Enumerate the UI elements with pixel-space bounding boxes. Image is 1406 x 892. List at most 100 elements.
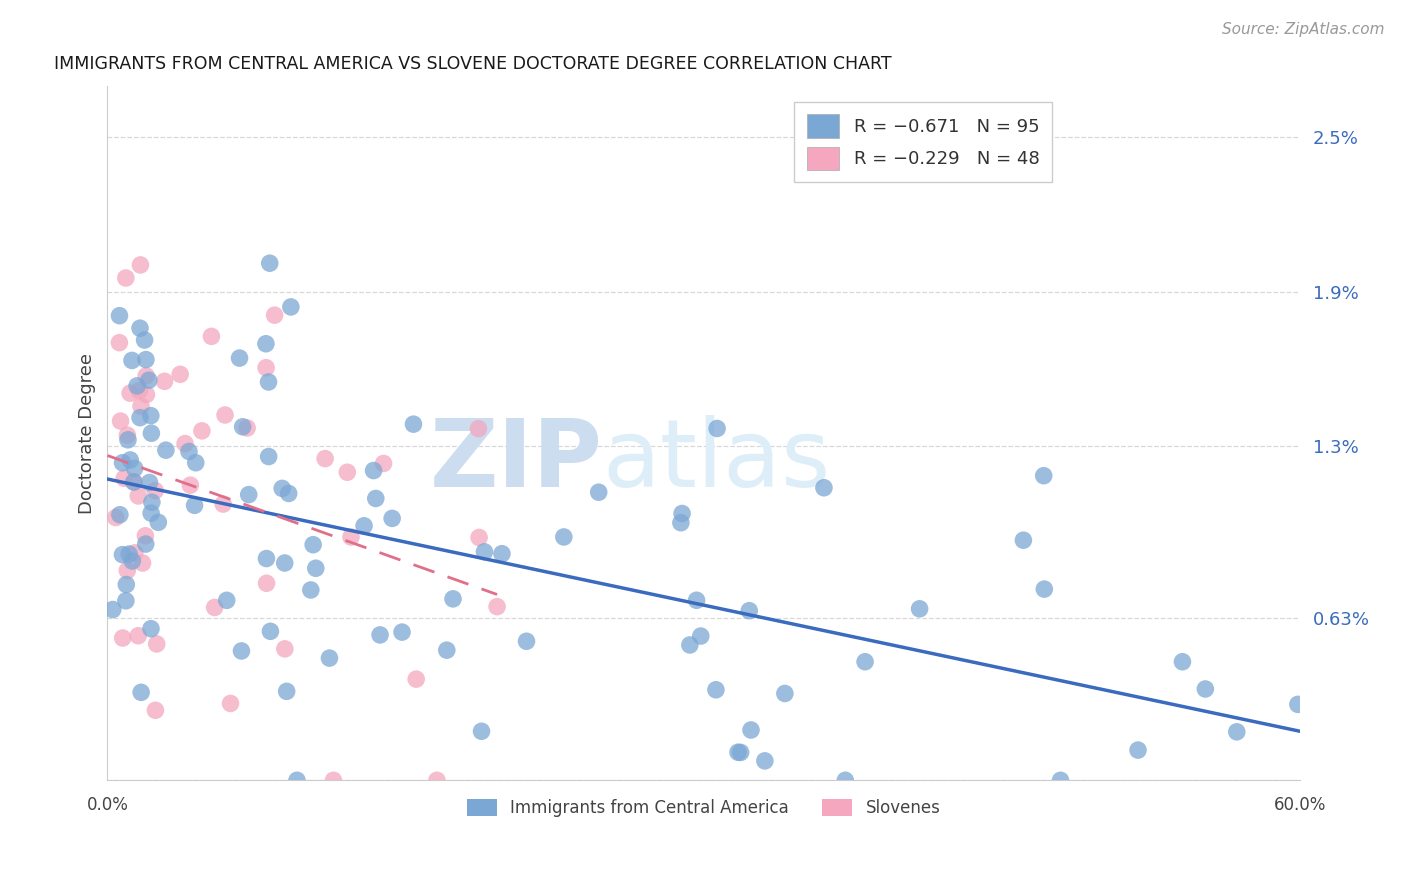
- Point: [148, 516, 170, 530]
- Point: [141, 495, 163, 509]
- Point: [127, 489, 149, 503]
- Point: [256, 576, 278, 591]
- Point: [134, 333, 156, 347]
- Point: [302, 538, 325, 552]
- Point: [363, 464, 385, 478]
- Point: [277, 486, 299, 500]
- Point: [129, 399, 152, 413]
- Point: [336, 465, 359, 479]
- Point: [257, 450, 280, 464]
- Text: atlas: atlas: [602, 415, 831, 507]
- Point: [121, 554, 143, 568]
- Point: [727, 745, 749, 759]
- Point: [191, 424, 214, 438]
- Point: [183, 499, 205, 513]
- Point: [740, 723, 762, 737]
- Point: [138, 373, 160, 387]
- Point: [155, 443, 177, 458]
- Point: [467, 422, 489, 436]
- Point: [271, 482, 294, 496]
- Point: [145, 637, 167, 651]
- Point: [184, 456, 207, 470]
- Point: [115, 577, 138, 591]
- Point: [115, 594, 138, 608]
- Point: [299, 582, 322, 597]
- Point: [486, 599, 509, 614]
- Text: IMMIGRANTS FROM CENTRAL AMERICA VS SLOVENE DOCTORATE DEGREE CORRELATION CHART: IMMIGRANTS FROM CENTRAL AMERICA VS SLOVE…: [53, 55, 891, 73]
- Point: [129, 410, 152, 425]
- Point: [853, 655, 876, 669]
- Point: [259, 624, 281, 639]
- Point: [141, 426, 163, 441]
- Point: [426, 773, 449, 788]
- Point: [314, 451, 336, 466]
- Point: [773, 686, 796, 700]
- Point: [373, 457, 395, 471]
- Point: [120, 386, 142, 401]
- Point: [110, 414, 132, 428]
- Point: [274, 556, 297, 570]
- Point: [256, 551, 278, 566]
- Point: [174, 436, 197, 450]
- Point: [121, 353, 143, 368]
- Point: [588, 485, 610, 500]
- Point: [114, 271, 136, 285]
- Point: [364, 491, 387, 506]
- Point: [671, 507, 693, 521]
- Point: [101, 602, 124, 616]
- Point: [1032, 468, 1054, 483]
- Point: [257, 375, 280, 389]
- Point: [470, 724, 492, 739]
- Point: [204, 600, 226, 615]
- Point: [108, 335, 131, 350]
- Point: [474, 545, 496, 559]
- Point: [108, 309, 131, 323]
- Point: [1012, 533, 1035, 548]
- Point: [730, 746, 752, 760]
- Point: [322, 773, 344, 788]
- Point: [391, 625, 413, 640]
- Point: [177, 444, 200, 458]
- Point: [908, 602, 931, 616]
- Point: [212, 497, 235, 511]
- Point: [129, 685, 152, 699]
- Point: [112, 471, 135, 485]
- Point: [274, 641, 297, 656]
- Point: [259, 256, 281, 270]
- Point: [124, 546, 146, 560]
- Point: [135, 537, 157, 551]
- Y-axis label: Doctorate Degree: Doctorate Degree: [79, 352, 96, 514]
- Point: [231, 644, 253, 658]
- Point: [402, 417, 425, 432]
- Point: [124, 461, 146, 475]
- Point: [128, 384, 150, 398]
- Point: [1126, 743, 1149, 757]
- Point: [238, 488, 260, 502]
- Point: [111, 548, 134, 562]
- Point: [125, 379, 148, 393]
- Point: [138, 475, 160, 490]
- Point: [118, 547, 141, 561]
- Point: [228, 351, 250, 365]
- Point: [669, 516, 692, 530]
- Point: [1286, 698, 1309, 712]
- Point: [131, 556, 153, 570]
- Point: [219, 697, 242, 711]
- Point: [738, 604, 761, 618]
- Point: [263, 308, 285, 322]
- Point: [280, 300, 302, 314]
- Point: [169, 368, 191, 382]
- Point: [215, 593, 238, 607]
- Point: [706, 421, 728, 435]
- Point: [689, 629, 711, 643]
- Point: [834, 773, 856, 788]
- Point: [139, 506, 162, 520]
- Point: [200, 329, 222, 343]
- Point: [1194, 681, 1216, 696]
- Point: [117, 564, 139, 578]
- Point: [1171, 655, 1194, 669]
- Point: [704, 682, 727, 697]
- Point: [127, 629, 149, 643]
- Point: [1049, 773, 1071, 788]
- Point: [232, 419, 254, 434]
